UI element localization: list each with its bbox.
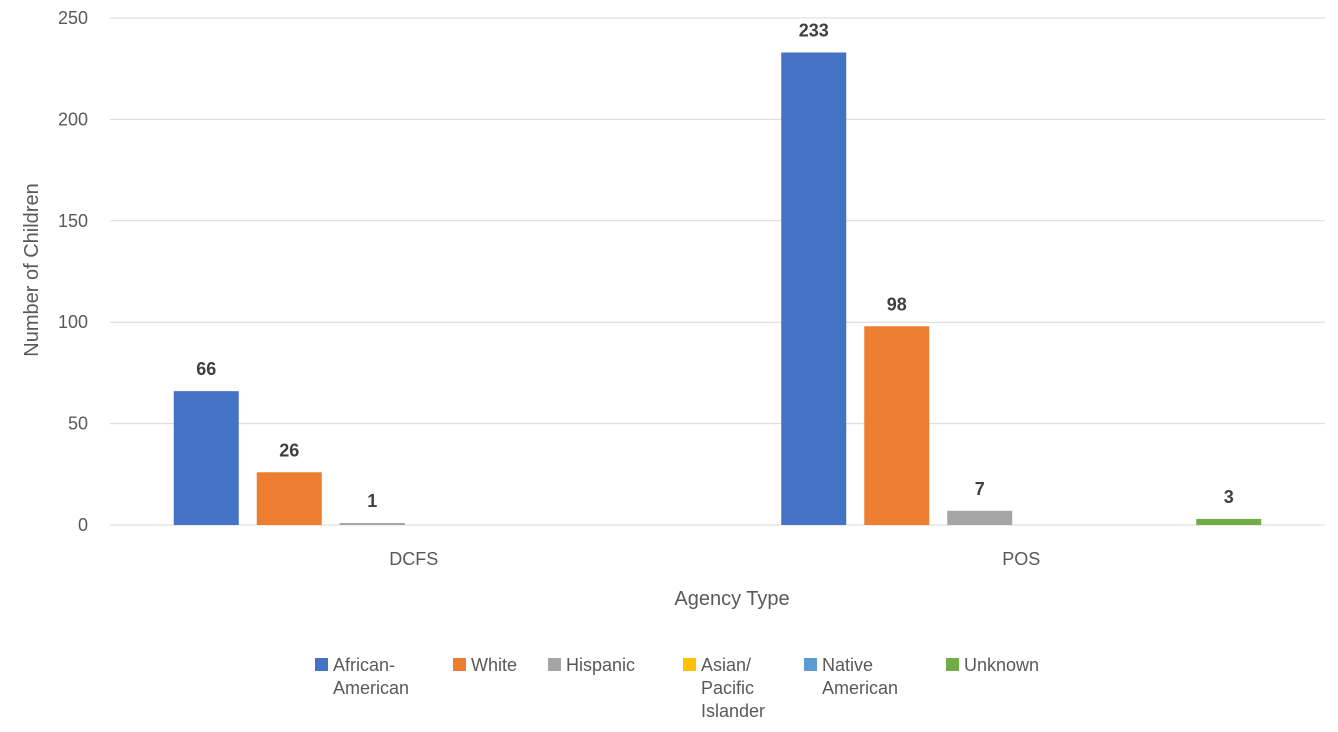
legend-item: Asian/Pacific Islander	[683, 655, 765, 721]
legend-label: Asian/Pacific Islander	[701, 655, 765, 721]
x-axis-tick-labels: DCFS POS	[389, 549, 1040, 569]
x-tick-label: DCFS	[389, 549, 438, 569]
bar	[256, 472, 322, 525]
y-tick-label: 200	[58, 109, 88, 129]
data-label: 98	[887, 294, 907, 314]
bar	[173, 391, 239, 525]
legend-item: Native American	[804, 655, 898, 698]
bar	[947, 510, 1013, 525]
legend-swatch	[315, 658, 328, 671]
legend-swatch	[804, 658, 817, 671]
legend-item: African-American	[315, 655, 409, 698]
data-label: 26	[279, 440, 299, 460]
legend: African-American White Hispanic Asian/Pacif…	[315, 655, 1039, 721]
bar	[864, 326, 930, 525]
y-tick-label: 150	[58, 211, 88, 231]
bar	[339, 522, 405, 525]
data-label: 66	[196, 359, 216, 379]
legend-swatch	[946, 658, 959, 671]
legend-swatch	[548, 658, 561, 671]
legend-label: White	[471, 655, 517, 675]
y-axis-title: Number of Children	[21, 183, 43, 356]
data-label: 233	[799, 20, 829, 40]
legend-item: White	[453, 655, 517, 675]
x-axis-title: Agency Type	[674, 588, 789, 610]
legend-item: Unknown	[946, 655, 1039, 675]
y-tick-label: 250	[58, 8, 88, 28]
y-tick-label: 50	[68, 414, 88, 434]
x-tick-label: POS	[1002, 549, 1040, 569]
legend-label: Unknown	[964, 655, 1039, 675]
y-axis-tick-labels: 0 50 100 150 200 250	[58, 8, 88, 535]
legend-label: African-American	[333, 655, 409, 698]
data-label: 3	[1224, 487, 1234, 507]
legend-item: Hispanic	[548, 655, 635, 675]
y-tick-label: 0	[78, 515, 88, 535]
legend-label: Hispanic	[566, 655, 635, 675]
legend-swatch	[453, 658, 466, 671]
legend-swatch	[683, 658, 696, 671]
gridlines	[110, 17, 1325, 526]
data-label: 1	[367, 491, 377, 511]
legend-label: Native American	[822, 655, 898, 698]
bars	[173, 52, 1262, 525]
data-label: 7	[975, 479, 985, 499]
data-labels: 66 26 1 233 98 7 3	[196, 20, 1234, 510]
bar	[781, 52, 847, 525]
bar	[1196, 518, 1262, 525]
y-tick-label: 100	[58, 312, 88, 332]
